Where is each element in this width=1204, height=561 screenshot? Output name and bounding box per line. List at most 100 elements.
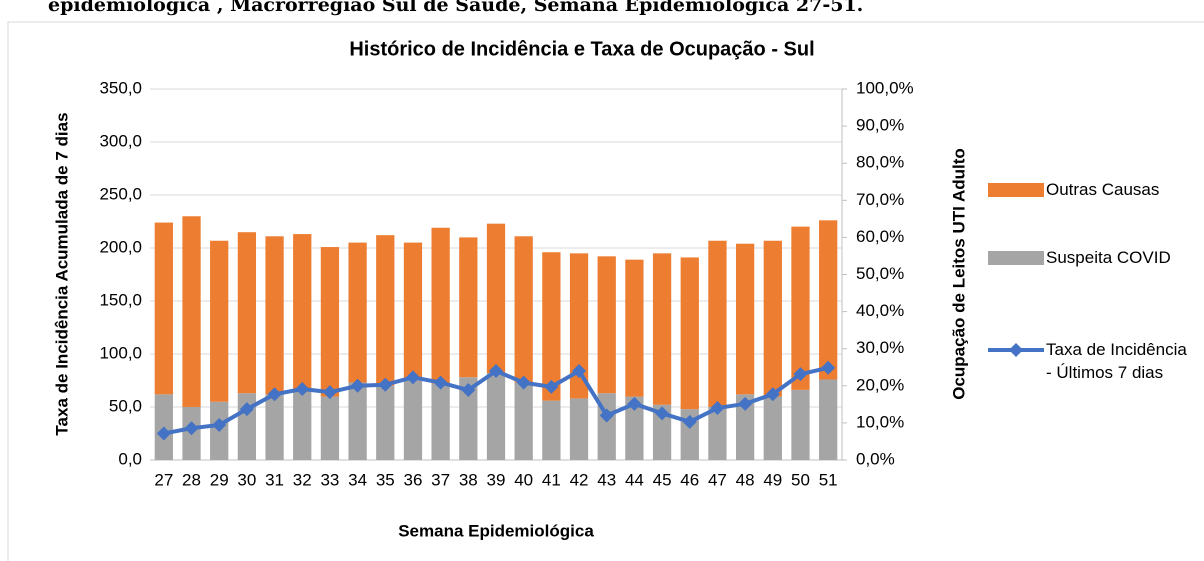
line-marker <box>572 363 587 378</box>
y2-axis-title: Ocupação de Leitos UTI Adulto <box>949 148 968 400</box>
x-tick-label: 32 <box>293 470 312 489</box>
line-marker <box>793 367 808 382</box>
bar <box>403 378 423 460</box>
x-tick-label: 36 <box>403 470 422 489</box>
line-marker <box>322 385 337 400</box>
line-marker <box>599 408 614 423</box>
x-tick-label: 44 <box>625 470 644 489</box>
bar <box>403 242 423 379</box>
y-tick-label: 0,0 <box>118 449 142 468</box>
x-tick-label: 35 <box>376 470 395 489</box>
line-marker <box>212 418 227 433</box>
bar <box>154 222 173 395</box>
bar <box>376 385 395 460</box>
legend-item: Taxa de Incidência - Últimos 7 dias <box>1046 340 1187 382</box>
bar <box>348 382 367 460</box>
line-marker <box>267 387 282 402</box>
bar <box>293 234 312 390</box>
bar <box>265 394 284 460</box>
bar <box>763 240 782 397</box>
y2-tick-label: 70,0% <box>856 190 904 209</box>
bar <box>459 377 478 460</box>
legend-swatch <box>988 183 1044 197</box>
bar <box>376 235 395 386</box>
bar <box>514 236 533 383</box>
y2-tick-label: 20,0% <box>856 375 904 394</box>
x-tick-label: 50 <box>791 470 810 489</box>
bar <box>735 243 755 395</box>
bar <box>431 383 450 460</box>
bar <box>431 227 450 384</box>
x-axis-title: Semana Epidemiológica <box>398 521 594 540</box>
legend-swatch <box>988 251 1044 265</box>
chart-title: Histórico de Incidência e Taxa de Ocupaç… <box>349 38 814 60</box>
x-tick-label: 29 <box>210 470 229 489</box>
x-tick-label: 43 <box>597 470 616 489</box>
line-marker <box>655 406 670 421</box>
bar <box>597 256 616 394</box>
x-tick-label: 49 <box>763 470 782 489</box>
y2-tick-label: 30,0% <box>856 338 904 357</box>
bar <box>486 373 506 460</box>
y2-tick-label: 90,0% <box>856 116 904 135</box>
legend-label: Outras Causas <box>1046 180 1160 199</box>
y-tick-label: 300,0 <box>99 131 142 150</box>
y-axis-title: Taxa de Incidência Acumulada de 7 dias <box>52 112 71 435</box>
y-tick-label: 200,0 <box>99 237 142 256</box>
x-tick-label: 45 <box>653 470 672 489</box>
bar <box>791 226 810 390</box>
line-marker <box>516 375 531 390</box>
x-tick-label: 38 <box>459 470 478 489</box>
bar <box>708 406 727 460</box>
bar <box>819 379 838 460</box>
x-tick-label: 33 <box>320 470 339 489</box>
line-marker <box>378 377 393 392</box>
x-tick-label: 30 <box>237 470 256 489</box>
bar <box>486 223 506 374</box>
bar <box>819 220 838 380</box>
y2-tick-label: 80,0% <box>856 153 904 172</box>
bar <box>652 253 672 405</box>
page-header: epidemiológica , Macrorregião Sul de Saú… <box>48 0 863 16</box>
bar <box>237 232 257 394</box>
bar <box>708 240 727 407</box>
x-tick-label: 31 <box>265 470 284 489</box>
y2-tick-label: 40,0% <box>856 301 904 320</box>
legend-label: Suspeita COVID <box>1046 248 1171 267</box>
legend-marker <box>1009 343 1023 357</box>
x-tick-label: 46 <box>680 470 699 489</box>
line-marker <box>350 378 365 393</box>
bar <box>735 394 755 460</box>
y2-tick-label: 0,0% <box>856 449 895 468</box>
bar <box>791 389 810 460</box>
line-marker <box>156 426 171 441</box>
y-tick-label: 250,0 <box>99 184 142 203</box>
line-marker <box>405 370 420 385</box>
legend-item: Outras Causas <box>1046 180 1160 199</box>
y-tick-label: 150,0 <box>99 290 142 309</box>
x-tick-label: 48 <box>736 470 755 489</box>
bar <box>569 398 589 460</box>
bar <box>210 240 229 402</box>
x-tick-label: 39 <box>487 470 506 489</box>
bar <box>763 396 782 460</box>
x-tick-label: 28 <box>182 470 201 489</box>
x-tick-label: 27 <box>154 470 173 489</box>
y2-tick-label: 50,0% <box>856 264 904 283</box>
y2-tick-label: 100,0% <box>856 78 914 97</box>
y2-tick-label: 60,0% <box>856 227 904 246</box>
bar <box>569 253 589 399</box>
bar <box>625 259 644 397</box>
x-tick-label: 51 <box>819 470 838 489</box>
legend-item: Suspeita COVID <box>1046 248 1171 267</box>
bar <box>542 400 561 460</box>
chart-frame <box>7 21 1204 561</box>
line-marker <box>461 383 476 398</box>
y-tick-label: 50,0 <box>109 396 142 415</box>
bar <box>320 247 340 397</box>
bar <box>542 252 561 401</box>
line-marker <box>627 396 642 411</box>
bar <box>293 389 312 460</box>
bar <box>652 404 672 460</box>
